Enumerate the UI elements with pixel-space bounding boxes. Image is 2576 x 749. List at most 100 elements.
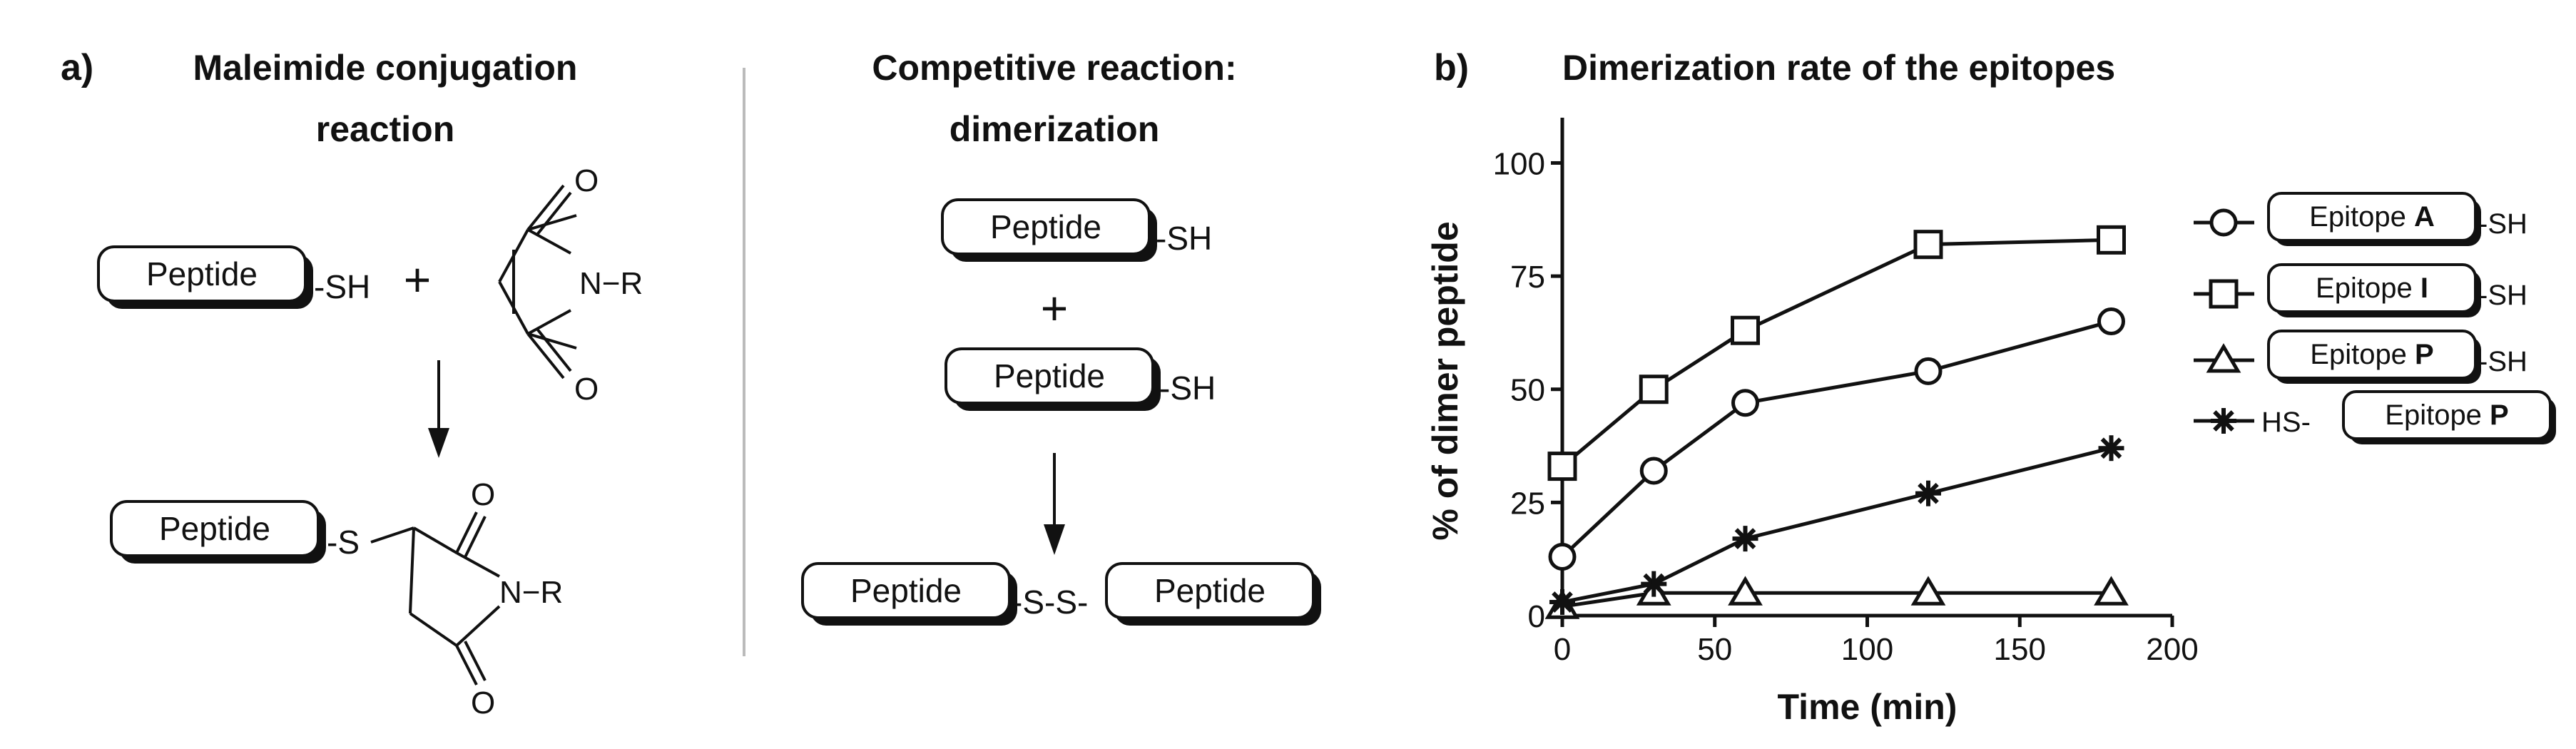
data-point-triangle [2094,576,2129,606]
x-tick-label: 200 [2146,632,2198,667]
legend-suffix: -SH [2478,280,2527,311]
legend-label: Epitope I [2316,272,2428,304]
legend-suffix: -SH [2478,208,2527,240]
legend-label: Epitope P [2310,339,2433,370]
data-point-square [2097,225,2126,255]
legend: Epitope A -SH Epitope I -SH Epitope P -SH HS- E… [2194,192,2556,444]
y-axis-label: % of dimer peptide [1425,221,1465,540]
peptide-label: Peptide [146,255,258,292]
y-tick-label: 100 [1493,146,1545,181]
oxygen-top: O [471,477,495,512]
legend-label-name: Epitope [2385,399,2490,431]
y-tick-label: 75 [1510,260,1545,295]
reaction-arrow-right [1044,453,1065,555]
chart-title: Dimerization rate of the epitopes [1562,48,2115,88]
n-r-group: N−R [579,266,643,301]
reaction-arrow-left [428,360,449,458]
data-point-star [1549,588,1575,615]
data-point-circle [1731,389,1759,417]
sh-group: -SH [314,268,370,305]
data-point-star [2211,408,2236,434]
data-point-star [1732,526,1758,552]
legend-label-letter: P [2415,339,2434,370]
legend-box [2342,390,2552,440]
legend-label-name: Epitope [2310,339,2415,370]
peptide-box-product: Peptide [110,500,326,564]
legend-label: Epitope P [2385,399,2508,431]
peptide-box-dimer-a: Peptide [941,198,1157,262]
left-title-line2: reaction [316,109,455,149]
data-point-square [2209,279,2239,309]
legend-entry: Epitope A -SH [2194,192,2527,246]
disulfide-linker: -S-S- [1012,584,1088,621]
legend-entry: Epitope P -SH [2194,330,2527,384]
star-stroke [2213,410,2234,432]
peptide-label: Peptide [990,208,1101,245]
data-point-triangle [1910,576,1946,606]
peptide-label: Peptide [850,572,962,609]
series-line [1561,320,2112,559]
succinimide-structure [370,511,501,686]
oxygen-bottom: O [471,686,495,720]
y-tick-label: 0 [1528,599,1545,634]
legend-label: Epitope A [2309,201,2435,233]
series-line [1561,238,2112,468]
data-point-circle [2097,307,2125,336]
sh-group: -SH [1159,370,1216,407]
legend-entry: HS- Epitope P [2194,390,2556,444]
right-title-line2: dimerization [950,109,1159,149]
star-stroke [1552,591,1573,613]
peptide-box-reactant: Peptide [97,245,313,309]
data-point-square [1639,374,1669,404]
y-tick-label: 50 [1510,373,1545,408]
x-tick-label: 50 [1697,632,1732,667]
legend-entry: Epitope I -SH [2194,263,2527,317]
x-tick-label: 100 [1841,632,1893,667]
data-point-star [1641,571,1667,597]
sh-group: -SH [1156,220,1212,257]
oxygen-bottom: O [574,372,599,407]
n-r-group: N−R [499,575,563,610]
peptide-box-product-left: Peptide [801,562,1017,626]
data-point-circle [1548,543,1577,571]
plus-sign: + [1041,282,1069,335]
x-tick-label: 150 [1994,632,2046,667]
peptide-box-product-right: Peptide [1105,562,1321,626]
data-point-star [2098,435,2124,462]
legend-label-name: Epitope [2316,272,2420,304]
star-stroke [1734,528,1756,549]
s-linker: -S [327,524,360,561]
legend-suffix: -SH [2478,346,2527,377]
data-point-star [1915,480,1941,506]
data-point-circle [1639,457,1668,485]
peptide-label: Peptide [159,510,270,547]
data-point-triangle [2206,343,2241,373]
peptide-label: Peptide [994,357,1105,394]
legend-prefix: HS- [2261,407,2311,438]
left-title-line1: Maleimide conjugation [193,48,578,88]
peptide-label: Peptide [1154,572,1266,609]
legend-label-letter: A [2414,201,2435,233]
legend-label-letter: I [2420,272,2428,304]
legend-label-letter: P [2490,399,2509,431]
star-stroke [1918,482,1939,504]
panel-b-label: b) [1434,47,1469,88]
plot-area: 0 25 50 75 100 0 50 100 150 200 Time (min) % of dim… [1425,118,2199,727]
plus-sign: + [404,253,432,306]
peptide-box-dimer-b: Peptide [945,347,1161,411]
oxygen-top: O [574,163,599,198]
y-tick-label: 25 [1510,486,1545,521]
legend-box [2267,330,2477,379]
data-point-circle [2209,208,2238,237]
star-stroke [2100,437,2122,459]
data-point-square [1731,315,1760,345]
x-axis-label: Time (min) [1778,687,1958,727]
data-point-circle [1914,357,1943,385]
legend-label-name: Epitope [2309,201,2414,233]
data-point-square [1547,452,1577,482]
maleimide-structure [498,184,577,379]
star-stroke [1643,573,1665,595]
right-title-line1: Competitive reaction: [872,48,1236,88]
legend-box [2267,192,2477,242]
